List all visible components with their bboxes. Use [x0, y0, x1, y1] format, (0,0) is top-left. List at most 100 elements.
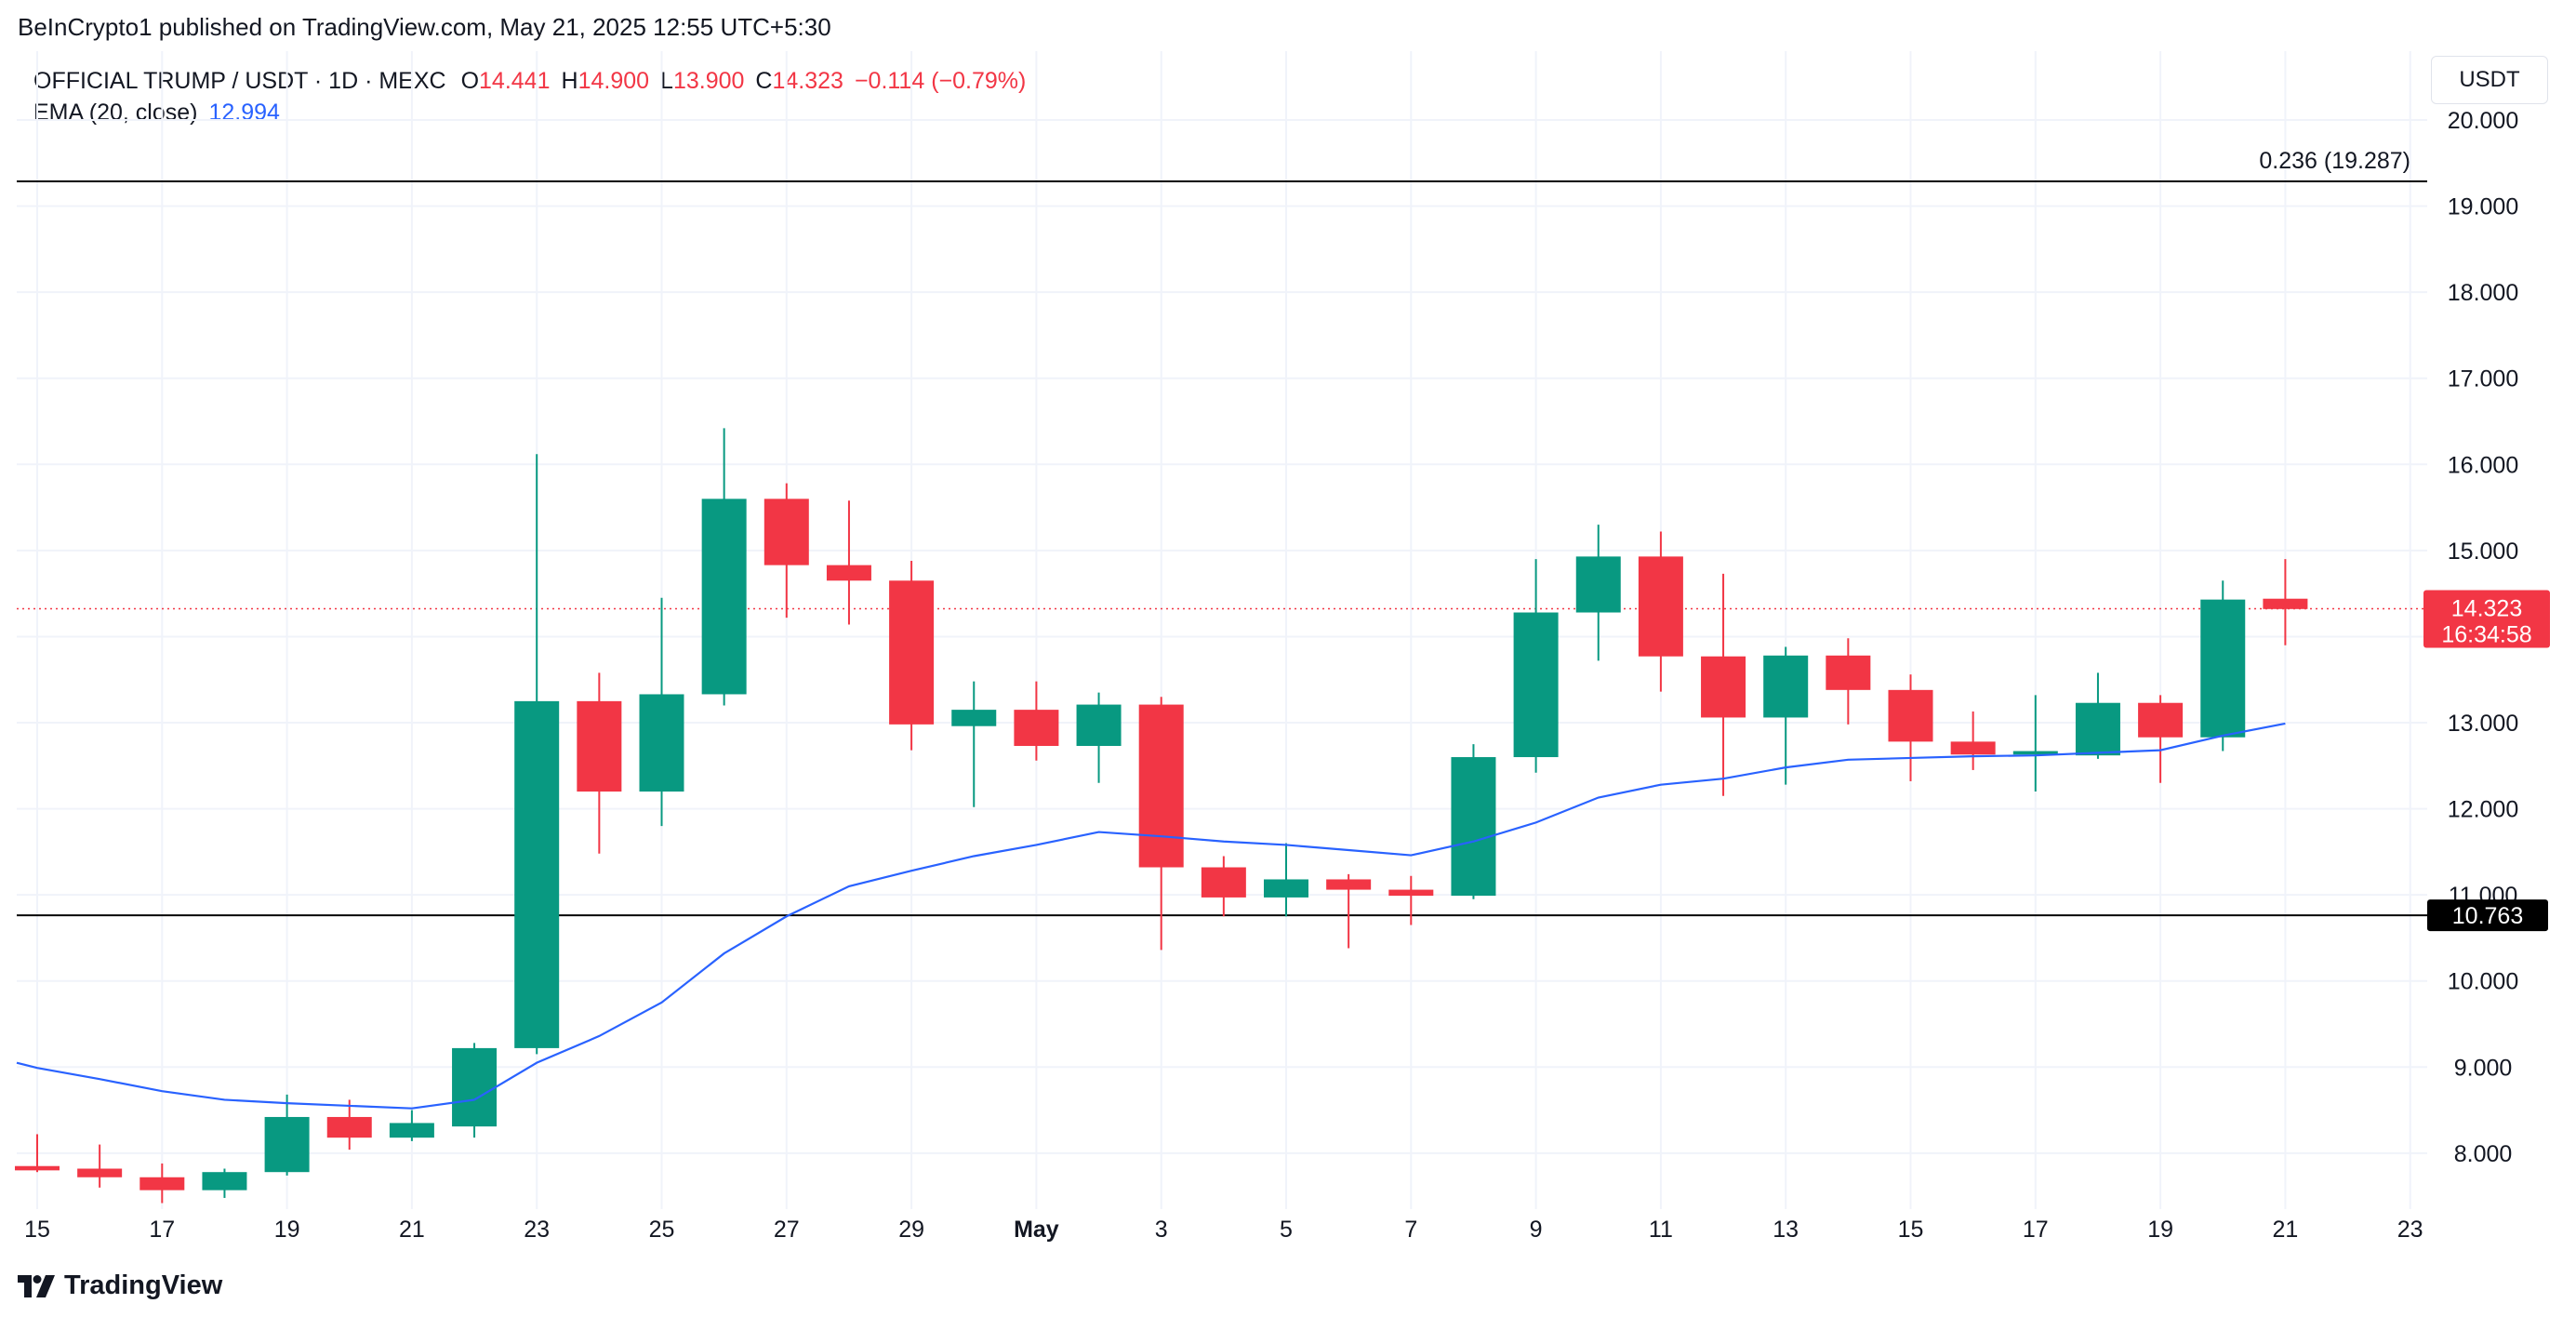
x-tick-label: 19 — [274, 1217, 300, 1243]
ema-label[interactable]: EMA (20, close) — [33, 100, 198, 126]
x-tick-label: 17 — [149, 1217, 175, 1243]
y-tick-label: 13.000 — [2448, 711, 2518, 737]
y-tick-label: 18.000 — [2448, 280, 2518, 306]
candle — [2075, 672, 2120, 759]
candle — [139, 1163, 185, 1204]
candle-body — [764, 499, 809, 565]
x-tick-label: 5 — [1280, 1217, 1293, 1243]
candle-body — [2200, 599, 2246, 738]
candle — [701, 428, 747, 706]
x-tick-label: 7 — [1404, 1217, 1417, 1243]
tradingview-logo[interactable]: TradingView — [18, 1270, 222, 1301]
candle — [1888, 674, 1933, 781]
candle-body — [514, 700, 560, 1048]
candle-body — [77, 1168, 123, 1177]
x-tick-label: 3 — [1155, 1217, 1168, 1243]
candle — [1575, 525, 1621, 661]
candle-body — [1076, 704, 1122, 746]
last-price-tag — [2423, 590, 2550, 648]
candle — [1763, 646, 1809, 785]
candle-body — [2075, 702, 2120, 756]
support-price-tag — [2427, 899, 2548, 932]
candle-body — [1950, 741, 1996, 755]
candle-body — [701, 499, 747, 695]
candle — [764, 483, 809, 619]
x-tick-label: 21 — [399, 1217, 425, 1243]
candle — [889, 560, 935, 751]
candle — [1950, 711, 1996, 770]
candle-body — [202, 1172, 247, 1191]
x-tick-label: 19 — [2147, 1217, 2173, 1243]
candle-body — [15, 1165, 60, 1171]
candle-body — [1638, 556, 1683, 657]
candle — [577, 672, 622, 854]
open-label: O — [460, 68, 480, 94]
ema-value: 12.994 — [208, 100, 280, 126]
candle-body — [2012, 751, 2058, 755]
candle — [1076, 692, 1122, 783]
candle — [1451, 744, 1496, 899]
x-tick-label: 29 — [898, 1217, 924, 1243]
candle-body — [577, 700, 622, 792]
candle — [1326, 873, 1372, 949]
candle-body — [826, 565, 871, 581]
x-tick-label: 21 — [2272, 1217, 2298, 1243]
candle-body — [1763, 655, 1809, 718]
candle-body — [1701, 656, 1746, 718]
candle — [1638, 531, 1683, 692]
x-tick-label: May — [1014, 1217, 1059, 1243]
candle-body — [2138, 702, 2184, 738]
y-tick-label: 17.000 — [2448, 366, 2518, 392]
candle — [2200, 580, 2246, 752]
y-tick-label: 8.000 — [2454, 1141, 2513, 1167]
x-tick-label: 13 — [1773, 1217, 1799, 1243]
y-tick-label: 19.000 — [2448, 194, 2518, 220]
candle — [639, 597, 684, 827]
currency-button[interactable]: USDT — [2431, 56, 2548, 104]
publisher-caption: BeInCrypto1 published on TradingView.com… — [18, 13, 831, 41]
low-label: L — [660, 68, 673, 94]
candle-body — [139, 1177, 185, 1191]
y-tick-label: 16.000 — [2448, 452, 2518, 478]
candle-body — [1888, 689, 1933, 742]
candle-body — [2263, 598, 2308, 609]
candle — [1201, 856, 1246, 917]
candle-body — [326, 1116, 372, 1138]
candle — [1264, 843, 1308, 917]
symbol-title[interactable]: OFFICIAL TRUMP / USDT · 1D · MEXC — [33, 68, 446, 94]
candle — [2012, 695, 2058, 792]
candle-body — [1201, 867, 1246, 898]
candle-body — [264, 1116, 310, 1173]
x-tick-label: 9 — [1530, 1217, 1543, 1243]
candle-body — [1388, 889, 1434, 897]
candle — [2263, 559, 2308, 645]
y-tick-label: 12.000 — [2448, 797, 2518, 823]
x-tick-label: 15 — [24, 1217, 50, 1243]
candle — [326, 1099, 372, 1151]
chart-legend: OFFICIAL TRUMP / USDT · 1D · MEXC O 14.4… — [33, 65, 1026, 128]
x-tick-label: 11 — [1649, 1217, 1673, 1243]
candle — [1138, 697, 1184, 951]
candle — [264, 1094, 310, 1176]
ema-legend-row: EMA (20, close) 12.994 — [33, 97, 1026, 128]
candle — [514, 454, 560, 1055]
candle-body — [951, 710, 997, 726]
candle-body — [452, 1047, 498, 1127]
candle-body — [639, 694, 684, 792]
candle — [1014, 681, 1059, 761]
candle-body — [1014, 710, 1059, 746]
candle — [826, 500, 871, 625]
candle-body — [889, 580, 935, 725]
candle — [452, 1043, 498, 1138]
candle — [951, 681, 997, 807]
last-price-tag-label: 14.323 — [2451, 596, 2522, 622]
x-tick-label: 17 — [2023, 1217, 2049, 1243]
candle — [1513, 559, 1559, 773]
candle — [15, 1134, 60, 1173]
candle-body — [1575, 556, 1621, 613]
y-tick-label: 9.000 — [2454, 1055, 2513, 1081]
ema-line — [16, 722, 2286, 1110]
tradingview-logo-icon — [18, 1274, 55, 1297]
candle — [389, 1110, 434, 1141]
